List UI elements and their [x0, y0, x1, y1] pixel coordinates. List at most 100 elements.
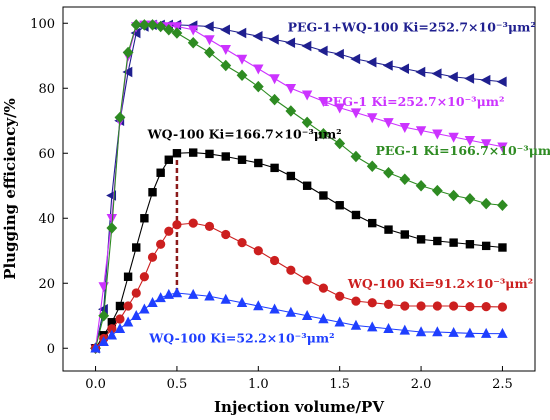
data-point — [123, 272, 133, 281]
data-point — [205, 149, 214, 159]
data-point — [221, 152, 230, 161]
data-point — [139, 303, 150, 314]
data-point — [432, 129, 443, 140]
data-point — [449, 301, 459, 311]
data-point — [285, 306, 297, 317]
data-point — [301, 116, 313, 129]
data-point — [98, 336, 109, 346]
data-point — [285, 105, 297, 117]
data-point — [286, 171, 296, 181]
data-point — [497, 199, 508, 211]
data-point — [253, 246, 263, 256]
data-point — [302, 181, 312, 190]
data-point — [269, 93, 280, 106]
data-point — [237, 155, 247, 164]
data-point — [448, 132, 459, 143]
data-point — [400, 230, 409, 239]
data-point — [236, 69, 248, 81]
x-tick-label: 1.5 — [329, 377, 350, 392]
data-point — [318, 283, 329, 293]
data-point — [319, 191, 328, 200]
data-point — [301, 90, 313, 101]
data-point — [464, 327, 476, 338]
data-point — [220, 293, 231, 304]
x-tick-label: 0.0 — [85, 377, 106, 392]
x-axis: 0.0 0.5 1.0 1.5 2.0 2.5 — [85, 366, 513, 392]
y-tick-label: 60 — [38, 147, 55, 162]
data-point — [481, 302, 491, 312]
data-point — [480, 327, 492, 338]
series-labels: PEG-1+WQ-100 Ki=252.7×10⁻³μm² PEG-1 Ki=25… — [147, 19, 550, 345]
data-point — [416, 301, 426, 311]
data-point — [106, 329, 118, 340]
data-point — [138, 19, 150, 31]
data-point — [98, 310, 110, 322]
data-point — [318, 97, 329, 107]
data-point — [172, 220, 182, 230]
data-point — [416, 235, 426, 244]
data-point — [480, 197, 492, 210]
data-point — [415, 126, 427, 137]
data-point — [114, 323, 126, 333]
data-point — [368, 218, 377, 228]
y-tick-label: 0 — [47, 342, 55, 357]
x-tick-label: 2.5 — [492, 377, 513, 392]
data-point — [187, 37, 199, 49]
data-point — [163, 24, 175, 36]
series-label: PEG-1 Ki=252.7×10⁻³μm² — [323, 94, 504, 109]
data-point — [204, 221, 215, 231]
series-label: WQ-100 Ki=91.2×10⁻³μm² — [347, 276, 533, 291]
y-tick-label: 20 — [38, 277, 55, 292]
data-point — [171, 22, 183, 33]
data-point — [148, 188, 157, 197]
data-point — [449, 238, 458, 247]
data-point — [106, 222, 118, 234]
data-point — [497, 142, 508, 153]
data-point — [122, 66, 133, 78]
y-tick-label: 40 — [38, 212, 55, 227]
data-point — [155, 20, 167, 33]
series-label: PEG-1+WQ-100 Ki=252.7×10⁻³μm² — [288, 19, 536, 34]
data-point — [131, 310, 142, 320]
series-6 — [90, 287, 508, 353]
data-point — [269, 303, 280, 314]
data-point — [431, 184, 443, 197]
data-point — [367, 298, 377, 308]
data-point — [318, 313, 329, 324]
data-point — [400, 301, 410, 311]
data-point — [90, 342, 101, 353]
data-point — [122, 316, 134, 327]
data-point — [366, 160, 378, 172]
data-point — [236, 54, 248, 65]
data-point — [432, 301, 442, 311]
data-point — [115, 314, 125, 324]
data-point — [415, 66, 426, 78]
data-point — [236, 27, 247, 39]
data-point — [334, 103, 345, 114]
series-label: WQ-100 Ki=166.7×10⁻³μm² — [147, 127, 342, 142]
data-point — [480, 139, 492, 150]
data-point — [448, 189, 460, 202]
data-point — [350, 319, 362, 330]
data-point — [465, 302, 475, 312]
data-point — [448, 326, 459, 337]
data-point — [147, 252, 158, 262]
data-point — [115, 301, 125, 311]
data-point — [285, 84, 297, 94]
data-point — [269, 255, 280, 266]
y-axis-title: Plugging efficiency/% — [1, 98, 19, 280]
data-point — [433, 236, 442, 246]
data-point — [464, 73, 475, 84]
data-point — [130, 19, 142, 31]
data-point — [335, 201, 344, 210]
series-label: PEG-1 Ki=166.7×10⁻³μm² — [375, 143, 550, 158]
data-point — [399, 324, 410, 335]
data-point — [188, 288, 199, 299]
data-point — [164, 155, 173, 164]
data-point — [254, 158, 263, 168]
data-point — [301, 40, 312, 52]
data-point — [496, 76, 507, 87]
data-point — [415, 326, 427, 337]
data-point — [497, 302, 508, 312]
